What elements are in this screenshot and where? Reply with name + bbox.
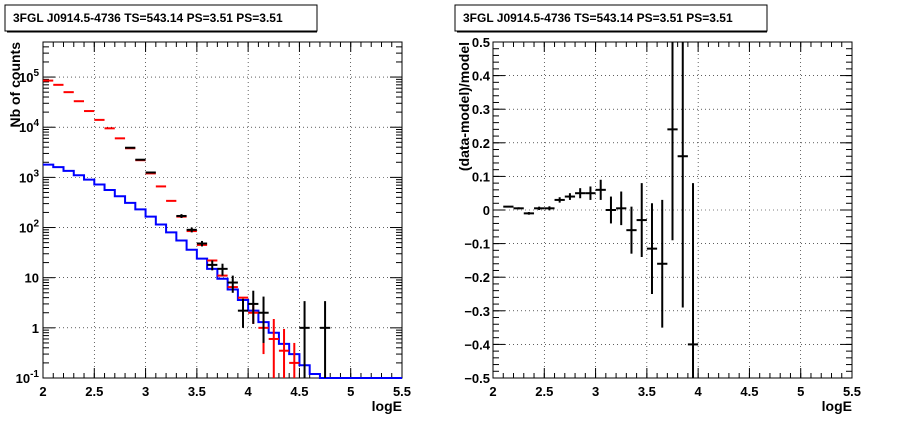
left-panel: 3FGL J0914.5-4736 TS=543.14 PS=3.51 PS=3… bbox=[4, 4, 411, 414]
left-x-tick-label: 5.5 bbox=[393, 384, 411, 399]
right-y-tick-label: −0.5 bbox=[464, 371, 490, 386]
left-x-tick-label: 4 bbox=[245, 384, 253, 399]
right-y-tick-label: 0.3 bbox=[472, 102, 490, 117]
right-y-tick-label: −0.2 bbox=[464, 270, 490, 285]
right-x-axis-label: logE bbox=[822, 398, 852, 414]
right-y-tick-label: 0.1 bbox=[472, 169, 490, 184]
right-data-point bbox=[626, 206, 637, 254]
right-y-tick-label: 0 bbox=[483, 203, 490, 218]
left-x-axis-label: logE bbox=[372, 398, 402, 414]
left-y-axis-label: Nb of counts bbox=[7, 42, 23, 128]
right-x-tick-label: 3 bbox=[592, 384, 599, 399]
left-frame bbox=[42, 41, 403, 379]
left-y-tick-label: 10-1 bbox=[16, 369, 40, 386]
left-x-tick-label: 3 bbox=[142, 384, 149, 399]
right-data-point bbox=[616, 191, 627, 226]
right-data-point bbox=[667, 42, 678, 241]
right-plot-area: 2 2.5 3 3.5 4 4.5 5 5.5 −0.5 −0.4 −0.3 −0.2 −0.1 0 0.1… bbox=[464, 35, 861, 399]
right-data-point bbox=[595, 179, 606, 200]
right-data-point bbox=[503, 205, 514, 208]
left-title-box: 3FGL J0914.5-4736 TS=543.14 PS=3.51 PS=3… bbox=[4, 4, 318, 33]
right-data-point bbox=[575, 188, 586, 199]
right-data-point bbox=[677, 42, 688, 308]
right-x-tick-label: 5.5 bbox=[843, 384, 861, 399]
right-x-tick-label: 2.5 bbox=[535, 384, 553, 399]
right-y-tick-label: −0.1 bbox=[464, 237, 490, 252]
right-y-tick-label: −0.4 bbox=[464, 337, 490, 352]
right-panel: 3FGL J0914.5-4736 TS=543.14 PS=3.51 PS=3… bbox=[454, 4, 861, 414]
left-model-step-line bbox=[43, 163, 402, 379]
left-data-point bbox=[176, 214, 187, 218]
left-data-point bbox=[248, 290, 259, 324]
right-data-point bbox=[523, 212, 535, 215]
left-data-point bbox=[258, 296, 269, 343]
right-data-point bbox=[544, 206, 555, 211]
left-plot-area: 2 2.5 3 3.5 4 4.5 5 5.5 10-1 1 10 102 103 104 105 bbox=[16, 41, 411, 399]
right-data-point bbox=[534, 206, 545, 210]
right-data-point bbox=[513, 207, 524, 210]
right-data-point bbox=[657, 199, 668, 328]
right-x-tick-label: 2 bbox=[489, 384, 496, 399]
right-y-tick-label: 0.2 bbox=[472, 136, 490, 151]
right-y-tick-label: 0.4 bbox=[472, 69, 491, 84]
left-x-tick-label: 2 bbox=[39, 384, 46, 399]
left-x-tick-label: 4.5 bbox=[290, 384, 308, 399]
left-data-point bbox=[299, 301, 310, 378]
left-data-point bbox=[237, 298, 249, 328]
right-data-point bbox=[585, 186, 596, 200]
left-data-point bbox=[319, 301, 331, 378]
right-data-point bbox=[564, 193, 576, 200]
right-data-point bbox=[646, 203, 658, 294]
left-y-tick-label: 1 bbox=[32, 321, 39, 336]
right-data-point bbox=[605, 196, 617, 224]
right-x-tick-label: 5 bbox=[797, 384, 804, 399]
right-data-point bbox=[687, 183, 699, 378]
left-data-point bbox=[217, 263, 228, 276]
left-data-point bbox=[278, 328, 290, 378]
right-title-box: 3FGL J0914.5-4736 TS=543.14 PS=3.51 PS=3… bbox=[454, 4, 768, 33]
right-x-tick-label: 3.5 bbox=[638, 384, 656, 399]
left-data-point bbox=[196, 240, 208, 247]
left-y-tick-label: 103 bbox=[19, 168, 39, 185]
left-x-tick-label: 2.5 bbox=[85, 384, 103, 399]
left-x-tick-label: 3.5 bbox=[188, 384, 206, 399]
right-x-tick-label: 4 bbox=[695, 384, 703, 399]
left-y-tick-label: 10 bbox=[25, 271, 39, 286]
left-data-point bbox=[207, 260, 218, 271]
right-data-point bbox=[554, 197, 565, 203]
left-data-point bbox=[289, 342, 300, 378]
left-y-tick-label: 105 bbox=[19, 68, 39, 85]
right-y-tick-label: 0.5 bbox=[472, 35, 490, 50]
right-x-tick-label: 4.5 bbox=[740, 384, 758, 399]
left-x-tick-label: 5 bbox=[347, 384, 354, 399]
right-y-tick-label: −0.3 bbox=[464, 304, 490, 319]
right-y-axis-label: (data-model)/model bbox=[456, 42, 472, 171]
left-data-point bbox=[268, 319, 279, 378]
left-title: 3FGL J0914.5-4736 TS=543.14 PS=3.51 PS=3… bbox=[13, 11, 283, 25]
left-data-point bbox=[186, 227, 197, 233]
left-y-tick-label: 104 bbox=[19, 118, 39, 135]
left-y-tick-label: 102 bbox=[19, 219, 39, 236]
left-data-point bbox=[227, 275, 238, 293]
right-title: 3FGL J0914.5-4736 TS=543.14 PS=3.51 PS=3… bbox=[463, 11, 733, 25]
right-data-point bbox=[636, 183, 647, 258]
